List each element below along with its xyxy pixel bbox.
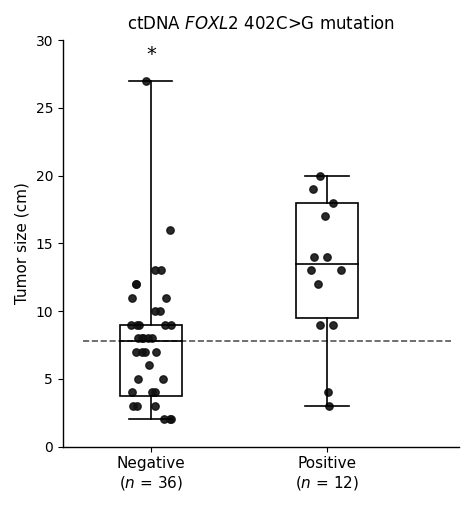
Point <box>316 171 324 179</box>
Point <box>310 253 318 261</box>
Point <box>324 388 331 396</box>
Point <box>151 266 159 274</box>
Point <box>133 280 140 288</box>
Point <box>166 226 174 234</box>
Point <box>329 320 337 329</box>
Point <box>161 320 169 329</box>
Point <box>133 402 141 410</box>
Point <box>142 77 149 85</box>
Point <box>151 388 159 396</box>
Title: ctDNA $\mathit{FOXL2}$ 402C>G mutation: ctDNA $\mathit{FOXL2}$ 402C>G mutation <box>127 15 395 33</box>
Point <box>309 185 317 193</box>
Point <box>138 334 146 342</box>
Point <box>329 199 337 207</box>
Point <box>128 294 136 302</box>
Point <box>323 253 330 261</box>
Point <box>317 320 324 329</box>
Point <box>133 280 140 288</box>
Point <box>145 361 153 369</box>
Point <box>160 415 168 423</box>
Point <box>134 320 141 329</box>
Point <box>321 212 328 221</box>
Point <box>141 348 149 356</box>
Bar <box>296 203 358 318</box>
Point <box>148 334 156 342</box>
Bar <box>120 324 182 396</box>
Point <box>134 334 141 342</box>
Point <box>337 266 345 274</box>
Point <box>157 266 164 274</box>
Point <box>325 402 332 410</box>
Point <box>307 266 314 274</box>
Text: *: * <box>146 46 156 64</box>
Point <box>166 415 173 423</box>
Point <box>127 320 135 329</box>
Point <box>135 320 143 329</box>
Point <box>167 320 174 329</box>
Point <box>152 348 159 356</box>
Point <box>128 388 136 396</box>
Point <box>151 307 159 315</box>
Point <box>148 388 155 396</box>
Point <box>139 334 146 342</box>
Point <box>163 294 170 302</box>
Point <box>132 348 139 356</box>
Point <box>159 375 167 383</box>
Point <box>138 348 146 356</box>
Point <box>135 375 142 383</box>
Point <box>167 415 174 423</box>
Point <box>156 307 164 315</box>
Point <box>129 402 137 410</box>
Point <box>152 402 159 410</box>
Y-axis label: Tumor size (cm): Tumor size (cm) <box>15 183 30 304</box>
Point <box>315 280 322 288</box>
Point <box>144 334 152 342</box>
